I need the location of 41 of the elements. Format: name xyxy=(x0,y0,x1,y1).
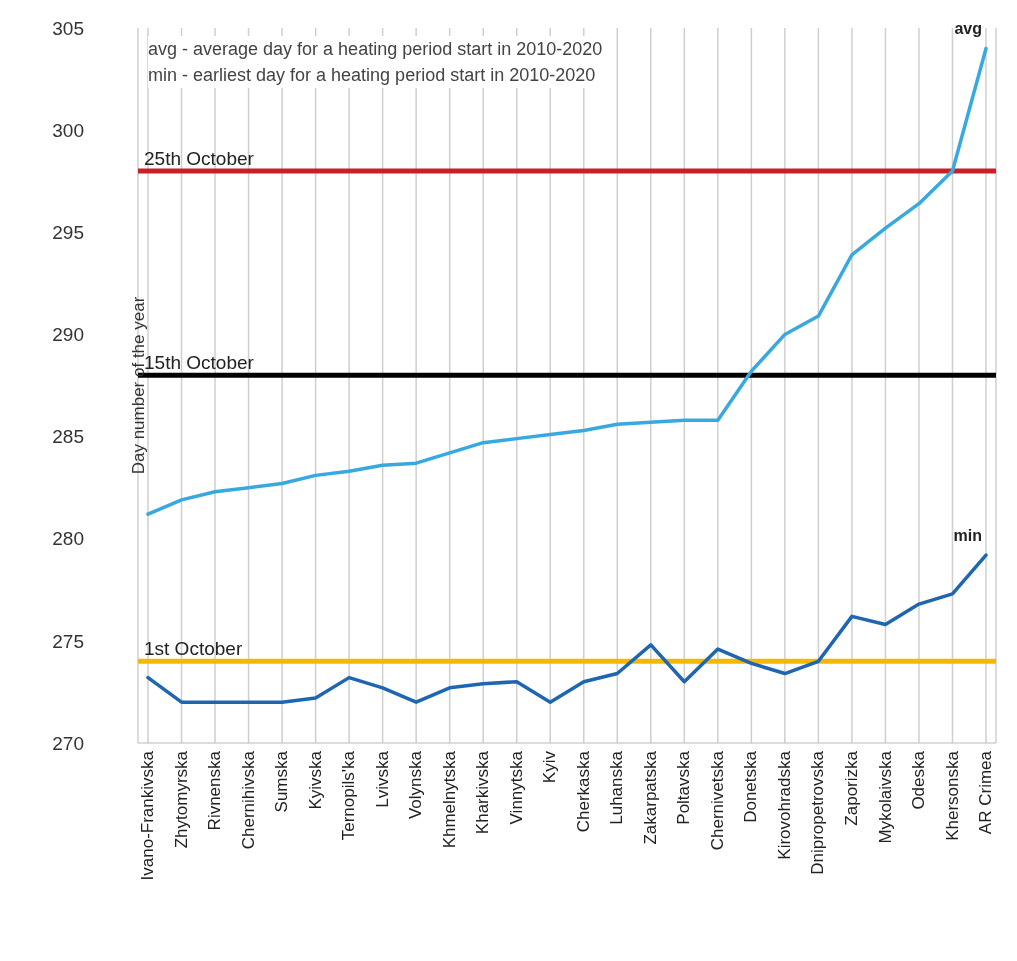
x-tick-label: AR Crimea xyxy=(976,750,996,835)
series-label: avg xyxy=(954,20,982,38)
x-tick-label: Ternopils'ka xyxy=(339,750,359,841)
x-tick-label: Kyiv xyxy=(540,750,560,784)
x-tick-label: Luhanska xyxy=(607,750,627,825)
x-tick-label: Kirovohradska xyxy=(774,750,794,860)
series-label: min xyxy=(953,527,982,545)
annotation: avg - average day for a heating period start in 2010-2020 xyxy=(148,38,603,61)
y-tick-label: 290 xyxy=(52,324,84,346)
y-tick-label: 275 xyxy=(52,630,84,652)
ref-line-label: 25th October xyxy=(144,148,255,169)
y-tick-label: 270 xyxy=(52,732,84,754)
x-tick-label: Zaporizka xyxy=(841,750,861,826)
y-tick-label: 295 xyxy=(52,222,84,244)
y-tick-label: 285 xyxy=(52,426,84,448)
x-tick-label: Poltavska xyxy=(674,750,694,825)
x-tick-label: Vinnytska xyxy=(506,750,526,825)
line-series xyxy=(146,553,988,704)
x-tick-label: Donetska xyxy=(741,750,761,823)
x-tick-label: Kharkivska xyxy=(473,750,493,835)
x-tick-label: Dnipropetrovska xyxy=(808,750,828,875)
x-tick-label: Cherkaska xyxy=(573,750,593,833)
x-tick-label: Ivano-Frankivska xyxy=(138,750,158,881)
x-tick-label: Khersonska xyxy=(942,750,962,841)
y-tick-label: 300 xyxy=(52,119,84,141)
x-tick-label: Mykolaivska xyxy=(875,750,895,844)
annotation: min - earliest day for a heating period start in 2010-2020 xyxy=(148,64,597,87)
x-tick-label: Khmelnytska xyxy=(439,750,459,849)
x-tick-label: Zakarpatska xyxy=(640,750,660,845)
x-tick-label: Volynska xyxy=(406,750,426,820)
x-tick-label: Odeska xyxy=(909,750,929,810)
x-tick-label: Chernihivska xyxy=(238,750,258,850)
x-tick-label: Chernivetska xyxy=(707,750,727,851)
x-tick-label: Sumska xyxy=(272,750,292,813)
y-tick-label: 305 xyxy=(52,17,84,39)
x-tick-label: Rivnenska xyxy=(205,750,225,831)
y-tick-label: 280 xyxy=(52,528,84,550)
x-tick-label: Lvivska xyxy=(372,750,392,808)
ref-line-label: 1st October xyxy=(144,638,243,660)
x-tick-label: Zhytomyrska xyxy=(171,750,191,849)
x-tick-label: Kyivska xyxy=(305,750,325,810)
